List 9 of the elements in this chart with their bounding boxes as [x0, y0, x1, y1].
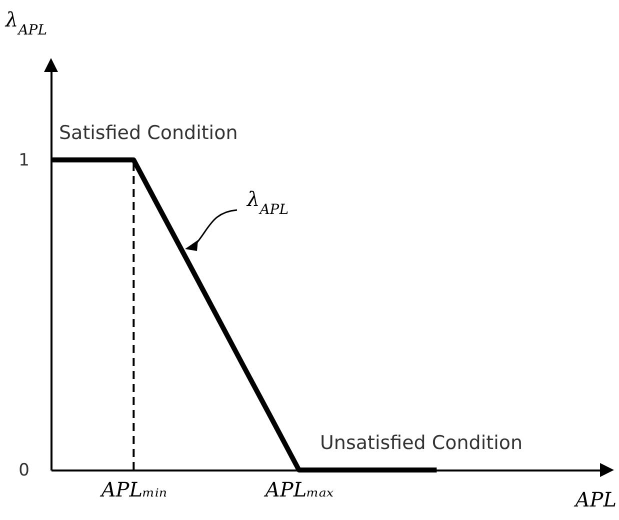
annotation: Satisfied Condition: [59, 122, 238, 144]
x-tick-label: APLₘₐₓ: [263, 478, 334, 502]
y-axis-title: λ$_{APL}$: [4, 8, 48, 38]
annotation: Unsatisfied Condition: [320, 432, 523, 454]
x-axis-title: APL: [573, 488, 616, 512]
y-tick-label: 0: [18, 460, 30, 480]
x-tick-label: APLₘᵢₙ: [99, 478, 167, 502]
y-tick-label: 1: [18, 150, 30, 170]
annotation: λ$_{APL}$: [246, 187, 289, 218]
